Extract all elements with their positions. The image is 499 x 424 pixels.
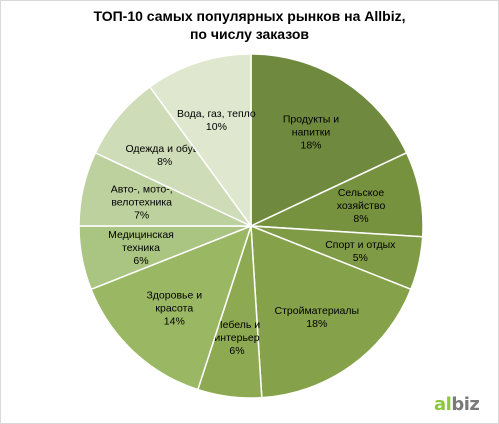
- slice-value-label: 6%: [133, 255, 148, 267]
- slice-label-3: Спорт и отдых 5%: [325, 239, 396, 264]
- slice-value-label: 18%: [306, 318, 327, 330]
- slice-label-5: Мебель и интерьер 6%: [214, 319, 260, 357]
- slice-category-label: интерьер: [214, 332, 259, 344]
- chart-title: ТОП-10 самых популярных рынков на Allbiz…: [0, 7, 499, 43]
- slice-category-label: красота: [155, 303, 193, 315]
- slice-label-9: Одежда и обувь 8%: [125, 143, 204, 168]
- slice-value-label: 14%: [164, 316, 185, 328]
- slice-value-label: 8%: [353, 213, 368, 225]
- slice-value-label: 10%: [206, 121, 227, 133]
- slice-category-label: Авто-, мото-,: [111, 184, 173, 196]
- slice-category-label: хозяйство: [337, 200, 386, 212]
- slice-category-label: Спорт и отдых: [325, 239, 396, 251]
- slice-value-label: 5%: [353, 252, 368, 264]
- slice-category-label: Сельское: [338, 187, 384, 199]
- chart-title-line-1: ТОП-10 самых популярных рынков на Allbiz…: [93, 8, 406, 24]
- slice-label-7: Медицинская техника 6%: [108, 229, 174, 267]
- chart-title-line-2: по числу заказов: [189, 26, 310, 42]
- slice-value-label: 7%: [134, 210, 149, 222]
- slice-label-2: Сельское хозяйство 8%: [337, 187, 386, 225]
- slice-value-label: 18%: [300, 139, 321, 151]
- slice-category-label: велотехника: [111, 197, 172, 209]
- allbiz-logo: albiz: [434, 394, 480, 415]
- slice-category-label: напитки: [292, 126, 331, 138]
- pie-slice-4: [250, 224, 412, 399]
- slice-label-8: Авто-, мото-, велотехника 7%: [111, 184, 173, 222]
- pie-slice-1: [250, 53, 408, 228]
- slice-category-label: Здоровье и: [146, 290, 202, 302]
- slice-category-label: Медицинская: [108, 229, 174, 241]
- slice-category-label: техника: [122, 242, 160, 254]
- pie-slice-10: [148, 53, 252, 229]
- slice-label-10: Вода, газ, тепло 10%: [177, 108, 256, 133]
- pie-slice-6: [90, 224, 253, 391]
- slice-category-label: Одежда и обувь: [125, 143, 204, 155]
- slice-label-6: Здоровье и красота 14%: [146, 290, 202, 328]
- logo-text-al: al: [434, 394, 452, 415]
- slice-category-label: Стройматериалы: [275, 305, 360, 317]
- slice-value-label: 6%: [229, 345, 244, 357]
- slice-label-1: Продукты и напитки 18%: [283, 113, 339, 151]
- logo-text-biz: biz: [451, 394, 480, 415]
- slice-category-label: Продукты и: [283, 113, 339, 125]
- slice-category-label: Вода, газ, тепло: [177, 108, 256, 120]
- slice-value-label: 8%: [157, 156, 172, 168]
- slice-label-4: Стройматериалы 18%: [275, 305, 360, 330]
- slice-category-label: Мебель и: [214, 319, 260, 331]
